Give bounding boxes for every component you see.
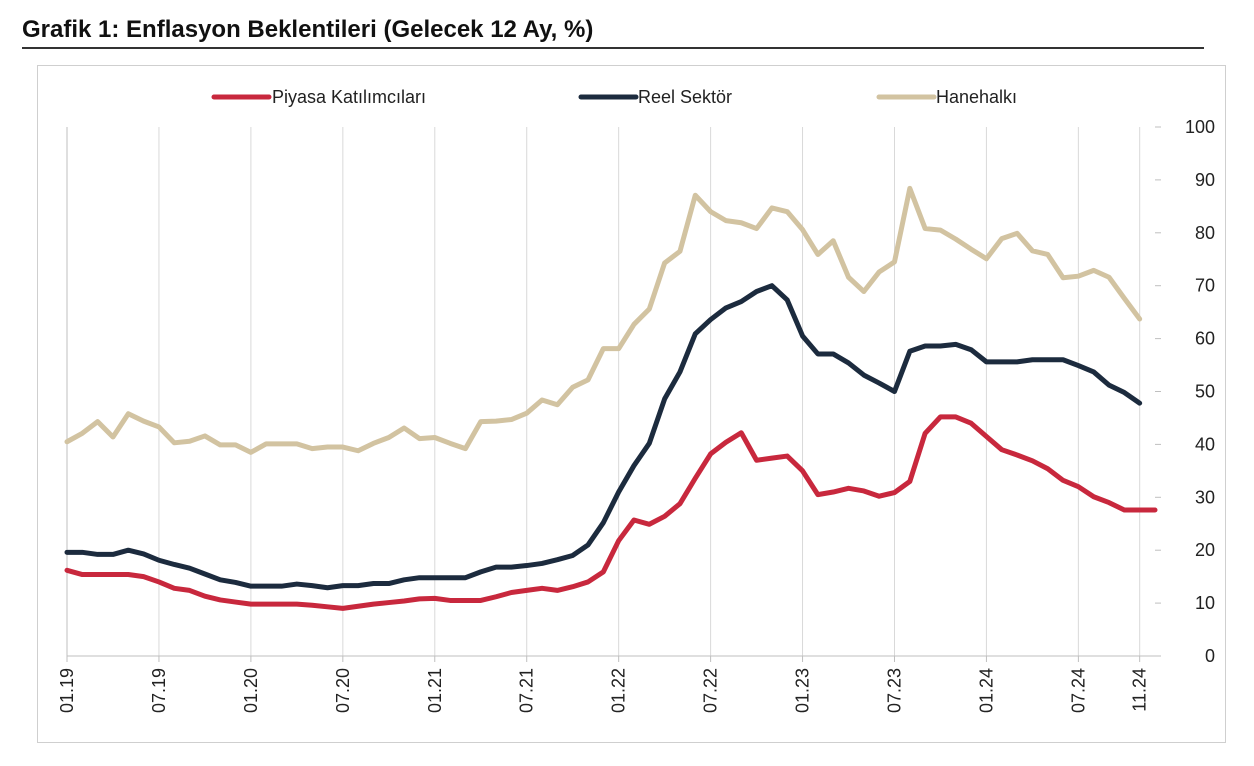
x-tick-label: 01.24 [976, 668, 996, 713]
y-tick-label: 10 [1195, 593, 1215, 613]
legend-label: Reel Sektör [638, 87, 732, 107]
y-tick-label: 50 [1195, 382, 1215, 402]
y-tick-label: 80 [1195, 223, 1215, 243]
y-tick-label: 100 [1185, 117, 1215, 137]
x-tick-label: 01.23 [793, 668, 813, 713]
x-tick-label: 07.24 [1068, 668, 1088, 713]
y-tick-label: 70 [1195, 276, 1215, 296]
series-line-hanehalki [64, 185, 1143, 455]
series-lines [64, 185, 1158, 611]
y-tick-label: 20 [1195, 540, 1215, 560]
y-tick-label: 30 [1195, 487, 1215, 507]
series-line-piyasa [64, 414, 1158, 611]
x-tick-label: 11.24 [1130, 668, 1150, 712]
legend: Piyasa Katılımcıları Reel Sektör Hanehalkı [211, 87, 1017, 107]
x-tick-label: 01.21 [425, 668, 445, 713]
x-tick-label: 07.22 [701, 668, 721, 713]
y-tick-label: 0 [1205, 646, 1215, 666]
gridlines [66, 127, 1141, 656]
axes: 0 10 20 30 40 50 60 70 80 90 100 01.19 07.19 01.20 07.… [57, 117, 1215, 713]
legend-label: Piyasa Katılımcıları [272, 87, 426, 107]
x-tick-label: 07.20 [333, 668, 353, 713]
legend-label: Hanehalkı [936, 87, 1017, 107]
x-tick-label: 01.22 [609, 668, 629, 713]
page-title: Grafik 1: Enflasyon Beklentileri (Gelece… [22, 16, 594, 43]
y-tick-label: 90 [1195, 170, 1215, 190]
series-line-reel-sektor [64, 283, 1143, 591]
title-divider [22, 47, 1204, 49]
x-tick-label: 01.20 [241, 668, 261, 713]
chart-frame [37, 65, 1226, 743]
x-tick-label: 07.19 [149, 668, 169, 713]
y-tick-label: 60 [1195, 329, 1215, 349]
y-tick-label: 40 [1195, 434, 1215, 454]
x-tick-label: 01.19 [57, 668, 77, 713]
x-tick-label: 07.23 [884, 668, 904, 713]
x-tick-label: 07.21 [517, 668, 537, 713]
